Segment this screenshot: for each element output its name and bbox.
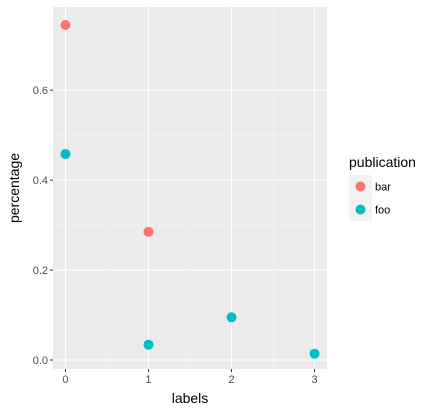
data-point-foo bbox=[226, 312, 237, 323]
data-point-foo bbox=[60, 149, 71, 160]
data-point-bar bbox=[60, 19, 71, 30]
legend-title: publication bbox=[349, 154, 416, 170]
axes: 0 1 2 3 0.0 0.2 0.4 0.6 bbox=[33, 85, 318, 386]
legend: publication bar foo bbox=[349, 154, 416, 221]
x-tick-label: 3 bbox=[311, 374, 317, 386]
y-tick-label: 0.0 bbox=[33, 355, 48, 367]
legend-label-foo: foo bbox=[375, 205, 390, 217]
x-tick-label: 0 bbox=[62, 374, 68, 386]
y-tick-label: 0.4 bbox=[33, 175, 48, 187]
data-points bbox=[60, 19, 320, 359]
y-axis-title: percentage bbox=[6, 153, 22, 223]
x-tick-label: 2 bbox=[228, 374, 234, 386]
data-point-bar bbox=[143, 226, 154, 237]
legend-key-foo bbox=[355, 204, 366, 215]
y-tick-label: 0.6 bbox=[33, 85, 48, 97]
data-point-foo bbox=[143, 339, 154, 350]
grid-lines bbox=[53, 7, 327, 369]
legend-label-bar: bar bbox=[375, 182, 391, 194]
data-point-foo bbox=[309, 348, 320, 359]
y-tick-label: 0.2 bbox=[33, 265, 48, 277]
x-tick-label: 1 bbox=[145, 374, 151, 386]
legend-key-bar bbox=[355, 181, 366, 192]
x-axis-title: labels bbox=[172, 390, 209, 406]
